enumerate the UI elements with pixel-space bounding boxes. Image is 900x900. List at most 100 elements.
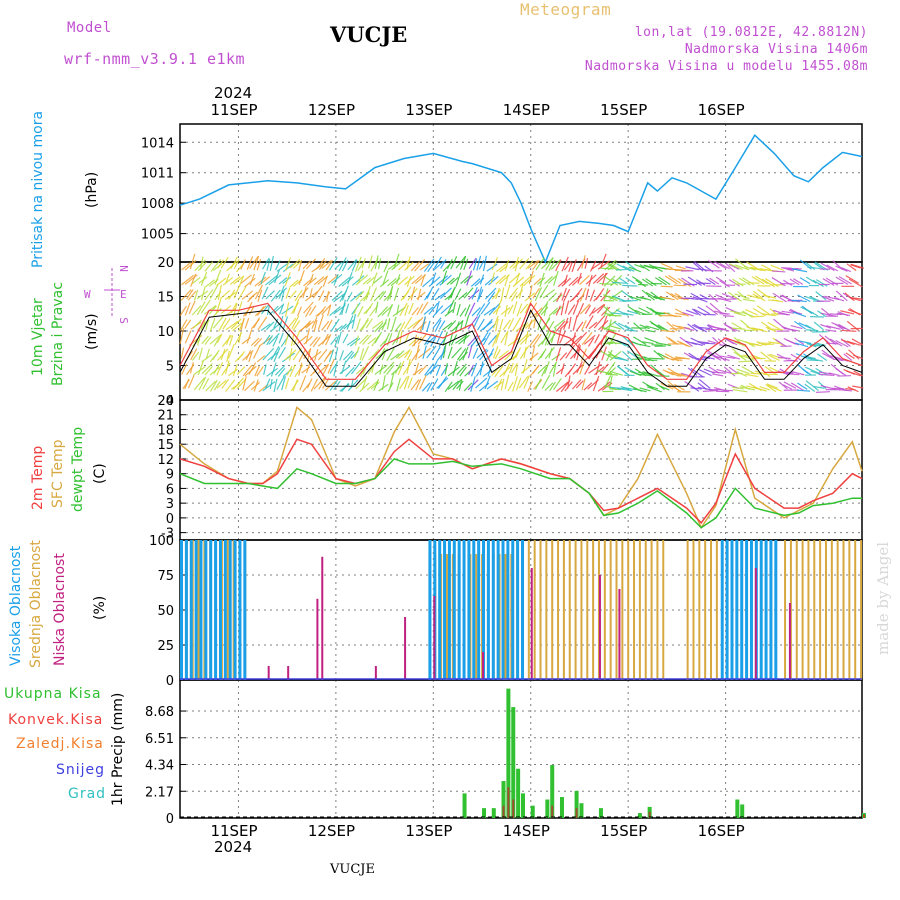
high-cloud-bar <box>745 540 749 680</box>
wind-barb <box>302 286 307 299</box>
mid-cloud-bar <box>226 540 229 680</box>
wind-barb <box>633 336 647 346</box>
wind-barb <box>622 284 638 287</box>
wind-barb <box>495 300 502 315</box>
wind-barb <box>467 316 478 330</box>
wind-barb <box>519 333 532 345</box>
wind-barb <box>732 278 744 287</box>
wind-barb <box>260 304 270 315</box>
wind-barb <box>411 348 421 362</box>
wind-barb <box>691 342 704 346</box>
wind-barb <box>838 276 852 285</box>
wind-barb <box>689 355 700 361</box>
wind-barb <box>782 384 793 390</box>
wind-barb <box>539 272 545 288</box>
wind-barb <box>416 303 424 316</box>
mid-cloud-bar <box>715 540 718 680</box>
wind-barb <box>544 382 554 391</box>
wind-barb <box>507 381 514 392</box>
wind-barb <box>418 375 427 390</box>
wind-barb <box>818 373 835 376</box>
y-tick-label: 0 <box>166 512 174 527</box>
wind-barb <box>606 341 622 345</box>
wind-barb <box>588 274 593 287</box>
wind-barb <box>584 257 589 269</box>
wind-barb <box>732 389 748 393</box>
wind-barb <box>828 372 840 377</box>
wind-barb <box>771 270 786 273</box>
wind-barb <box>633 388 647 393</box>
wind-barb <box>720 355 736 360</box>
wind-barb <box>184 319 192 329</box>
wind-barb <box>623 312 634 316</box>
mid-cloud-bar <box>692 540 695 680</box>
high-cloud-bar <box>184 540 188 680</box>
wind-barb <box>834 296 845 302</box>
wind-barb <box>330 318 340 332</box>
wind-barb <box>292 379 298 392</box>
wind-barb <box>220 305 232 314</box>
wind-barb <box>187 374 195 389</box>
wind-barb <box>238 286 247 300</box>
wind-barb <box>383 361 395 374</box>
wind-barb <box>301 320 312 331</box>
wind-barb <box>697 268 709 271</box>
wind-barb <box>440 259 447 269</box>
wind-barb <box>609 325 622 330</box>
mid-cloud-bar <box>704 540 707 680</box>
total-precip-bar <box>579 803 584 818</box>
wind-barb <box>450 287 456 299</box>
wind-barb <box>220 289 231 299</box>
wind-barb <box>476 303 486 317</box>
wind-barb <box>397 349 411 360</box>
wind-barb <box>652 296 666 301</box>
wind-barb <box>321 333 329 345</box>
wind-barb <box>262 347 275 361</box>
wind-barb <box>522 359 528 374</box>
wind-barb <box>191 351 200 361</box>
wind-barb <box>317 306 327 317</box>
compass-rose-icon: W E N S <box>80 260 130 324</box>
wind-barb <box>246 329 253 344</box>
high-cloud-bar <box>511 540 515 680</box>
wind-barb <box>738 360 751 363</box>
bottom-day-label: 13SEP <box>405 822 453 840</box>
wind-barb <box>498 350 510 359</box>
wind-barb <box>426 345 437 359</box>
wind-barb <box>733 351 747 361</box>
station-title: VUCJE <box>330 22 408 47</box>
wind-barb <box>309 336 319 347</box>
wind-barb <box>218 317 227 332</box>
wind-barb <box>641 278 654 287</box>
wind-barb <box>299 375 307 391</box>
wind-barb <box>448 332 454 346</box>
wind-barb <box>540 348 547 359</box>
wind-barb <box>389 372 395 389</box>
wind-barb <box>220 348 226 361</box>
wind-barb <box>822 352 833 360</box>
y-tick-label: 75 <box>157 569 174 584</box>
wind-barb <box>654 277 667 286</box>
wind-barb <box>799 277 811 285</box>
wind-barb <box>670 293 681 299</box>
wind-barb <box>278 277 288 285</box>
wind-barb <box>275 260 281 271</box>
wind-barb <box>659 296 675 301</box>
wind-barb <box>512 301 518 314</box>
wind-barb <box>264 378 271 389</box>
wind-barb <box>326 290 330 302</box>
wind-barb <box>415 344 420 361</box>
wind-barb <box>746 294 760 299</box>
wind-barb <box>230 256 238 269</box>
wind-barb <box>528 285 533 299</box>
wind-barb <box>257 289 263 302</box>
wind-barb <box>707 340 718 344</box>
wind-barb <box>362 334 372 345</box>
wind-barb <box>278 346 286 359</box>
wind-barb <box>588 307 596 317</box>
wind-barb <box>613 321 625 331</box>
wind-barb <box>826 264 839 272</box>
wind-barb <box>639 343 651 348</box>
wind-barb <box>544 331 552 346</box>
high-cloud-bar <box>749 540 753 680</box>
